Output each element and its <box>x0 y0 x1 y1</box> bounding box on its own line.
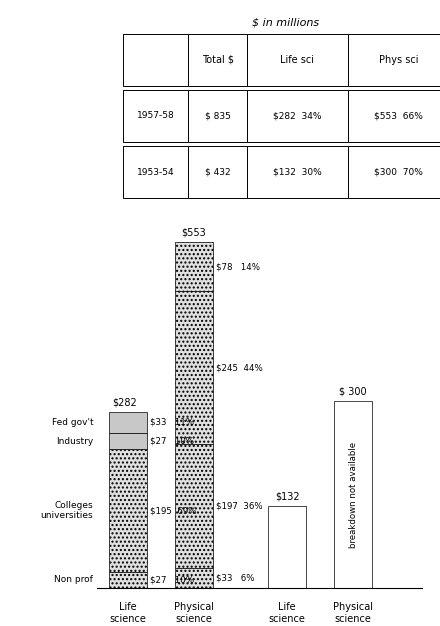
Text: Industry: Industry <box>56 436 93 446</box>
Bar <box>188 34 247 86</box>
Bar <box>123 146 188 198</box>
Bar <box>175 242 213 291</box>
Text: Colleges
universities: Colleges universities <box>41 501 93 520</box>
Bar <box>109 449 147 572</box>
Bar <box>247 90 348 142</box>
Bar <box>348 90 440 142</box>
Bar <box>109 412 147 433</box>
Text: $ in millions: $ in millions <box>253 18 319 28</box>
Bar <box>348 34 440 86</box>
Text: $78   14%: $78 14% <box>216 262 260 271</box>
Bar <box>175 568 213 588</box>
Text: Life
science: Life science <box>110 602 147 624</box>
Bar <box>334 401 372 588</box>
Text: $27   10%: $27 10% <box>150 575 194 585</box>
Text: $245  44%: $245 44% <box>216 363 262 372</box>
Bar <box>109 433 147 449</box>
Text: $282: $282 <box>112 398 136 408</box>
Text: Life sci: Life sci <box>280 55 315 65</box>
Bar <box>268 506 306 588</box>
Text: $197  36%: $197 36% <box>216 501 262 511</box>
Bar <box>247 34 348 86</box>
Text: 1953-54: 1953-54 <box>137 168 175 177</box>
Text: $553: $553 <box>181 228 206 238</box>
Bar <box>188 90 247 142</box>
Bar <box>188 146 247 198</box>
Text: $ 300: $ 300 <box>339 386 367 396</box>
Bar <box>123 34 188 86</box>
Text: Non prof: Non prof <box>55 575 93 585</box>
Text: Physical
science: Physical science <box>333 602 373 624</box>
Text: $300  70%: $300 70% <box>374 168 423 177</box>
Text: $27   10%: $27 10% <box>150 436 194 446</box>
Bar <box>123 90 188 142</box>
Bar <box>175 444 213 568</box>
Bar <box>348 146 440 198</box>
Text: $132: $132 <box>275 491 300 501</box>
Bar <box>247 146 348 198</box>
Text: $132  30%: $132 30% <box>273 168 322 177</box>
Text: Life
science: Life science <box>269 602 306 624</box>
Text: $ 835: $ 835 <box>205 111 231 120</box>
Text: $282  34%: $282 34% <box>273 111 322 120</box>
Text: Fed gov't: Fed gov't <box>52 418 93 427</box>
Text: $ 432: $ 432 <box>205 168 231 177</box>
Text: breakdown not available: breakdown not available <box>348 441 358 548</box>
Text: $33   11%: $33 11% <box>150 418 194 427</box>
Bar <box>175 291 213 444</box>
Text: 1957-58: 1957-58 <box>137 111 175 120</box>
Text: Total $: Total $ <box>202 55 234 65</box>
Text: $553  66%: $553 66% <box>374 111 423 120</box>
Text: Phys sci: Phys sci <box>378 55 418 65</box>
Bar <box>109 572 147 588</box>
Text: Physical
science: Physical science <box>174 602 214 624</box>
Text: $195  69%: $195 69% <box>150 506 196 515</box>
Text: $33   6%: $33 6% <box>216 573 254 583</box>
